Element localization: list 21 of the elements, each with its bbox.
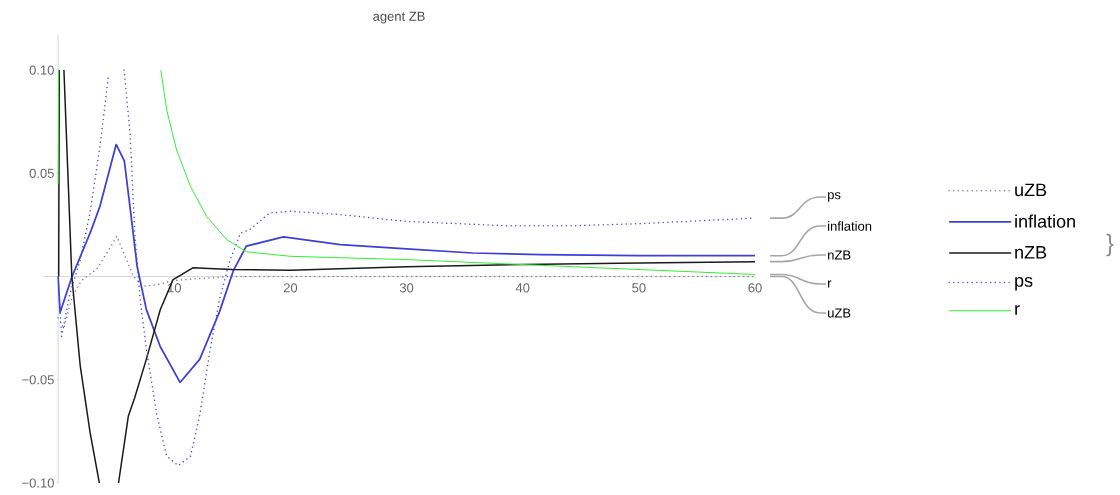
y-tick-label: 0.05 <box>29 168 54 178</box>
legend-label: ps <box>1015 277 1033 291</box>
y-tick-label: 0.10 <box>29 65 54 75</box>
text: ps <box>828 192 841 202</box>
x-tick-label: 40 <box>515 283 530 293</box>
y-tick-label: −0.05 <box>22 375 54 385</box>
text: r <box>828 280 832 288</box>
text: inflation <box>828 221 872 231</box>
text: nZB <box>828 250 851 260</box>
legend-label: nZB <box>1015 246 1047 259</box>
x-tick-label: 60 <box>748 283 762 293</box>
x-tick-label: 30 <box>399 283 414 293</box>
legend-label: inflation <box>1015 214 1075 228</box>
y-tick-label: −0.10 <box>22 478 54 488</box>
chart-title: agent ZB <box>373 11 425 24</box>
x-tick-label: 50 <box>632 283 646 293</box>
x-tick-label: 20 <box>283 283 298 293</box>
legend-label: r <box>1015 305 1020 315</box>
text: uZB <box>828 308 851 318</box>
text: } <box>1106 233 1114 257</box>
legend-label: uZB <box>1015 183 1047 197</box>
